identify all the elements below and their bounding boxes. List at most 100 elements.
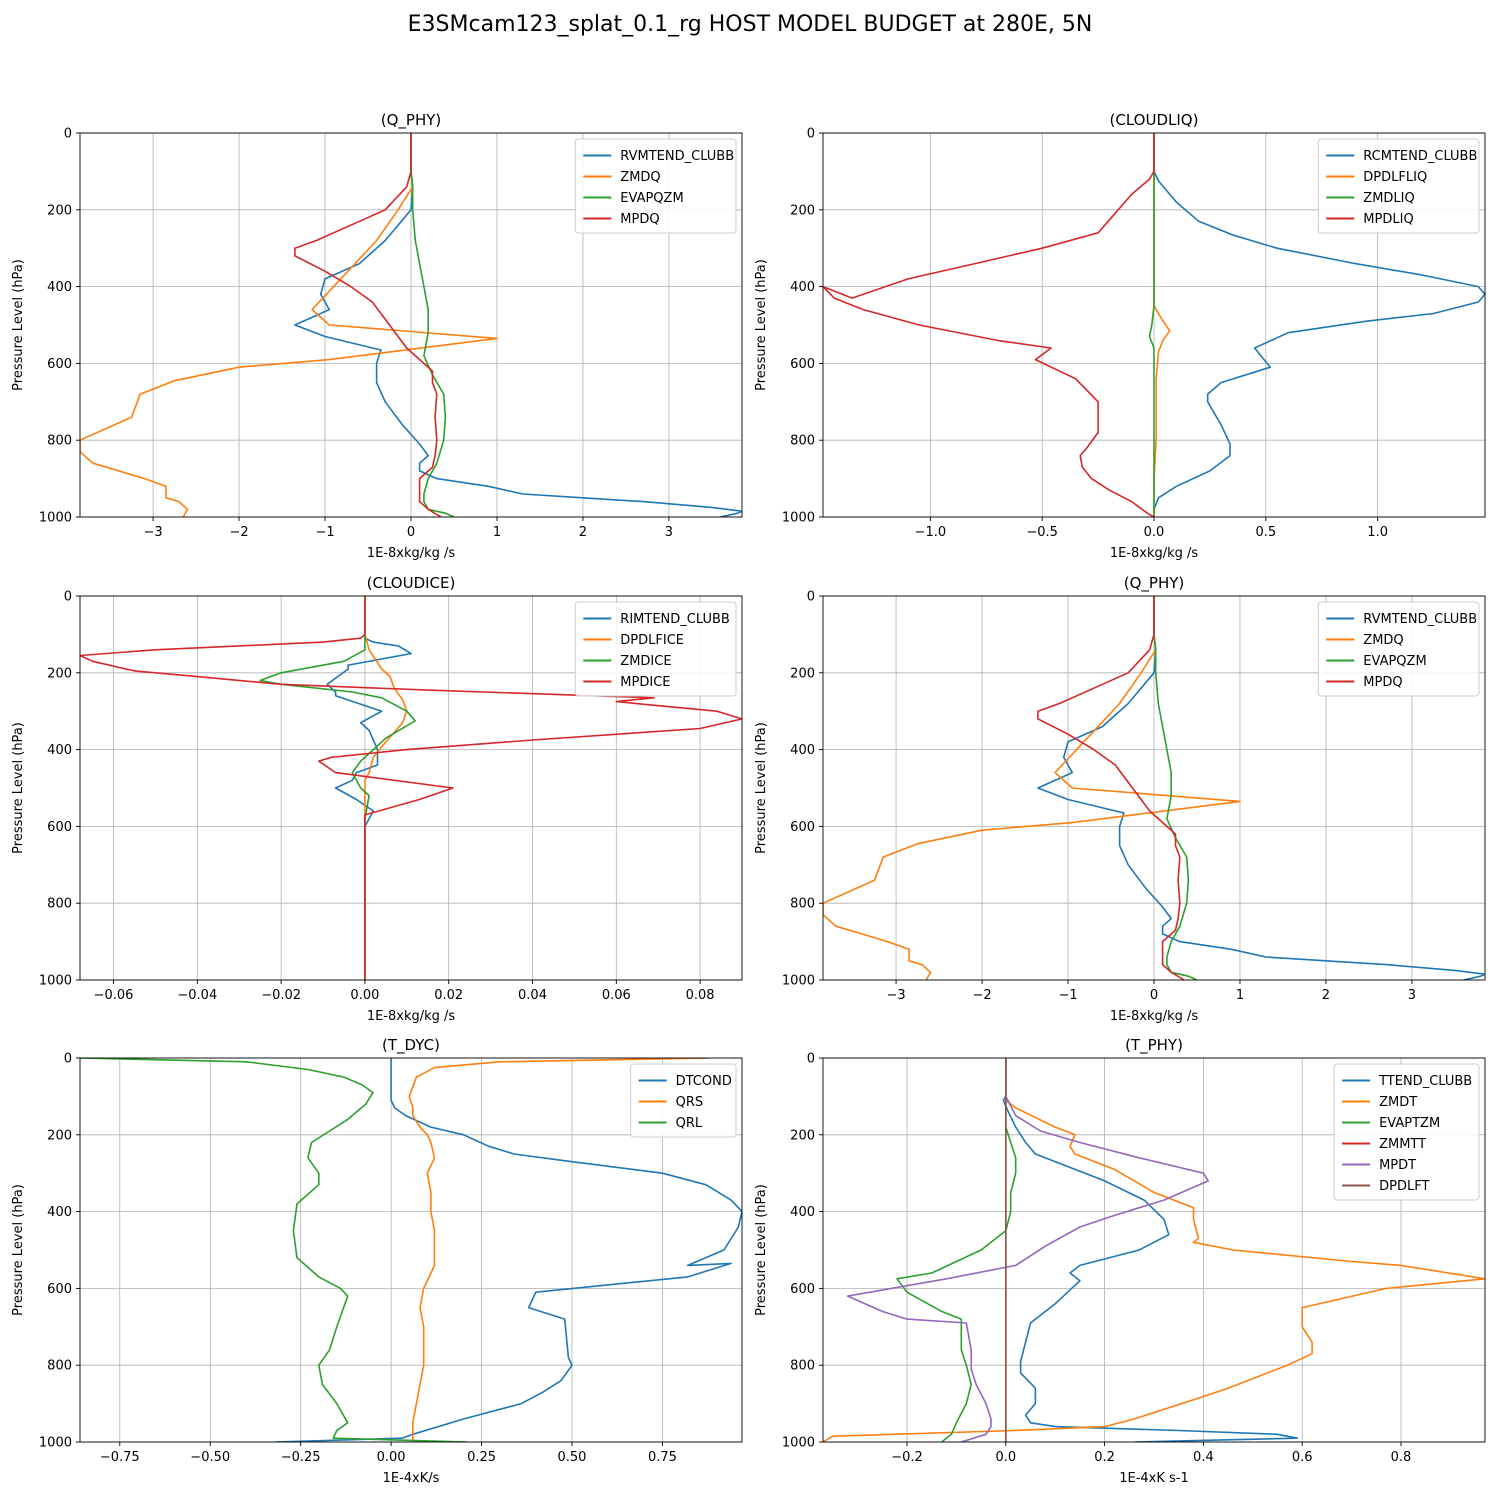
y-tick-label: 400	[790, 743, 815, 758]
legend-label: RVMTEND_CLUBB	[1363, 612, 1477, 627]
series-line-ttend-clubb	[1002, 1058, 1299, 1442]
chart-title: (CLOUDICE)	[367, 574, 456, 592]
legend-label: QRS	[676, 1095, 704, 1110]
y-tick-label: 1000	[39, 974, 72, 989]
legend-box	[1317, 601, 1480, 697]
series-line-qrl	[80, 1058, 468, 1442]
x-tick-label: 0.25	[467, 1450, 496, 1465]
series-line-mpdliq	[823, 133, 1155, 517]
series-group	[823, 596, 1485, 980]
x-tick-label: 0.06	[602, 988, 631, 1003]
x-axis-label: 1E-4xK/s	[383, 1471, 440, 1486]
figure-title-wrap: E3SMcam123_splat_0.1_rg HOST MODEL BUDGE…	[0, 12, 1500, 37]
x-tick-label: −3	[886, 988, 905, 1003]
series-line-dtcond	[275, 1058, 742, 1442]
legend-box	[1333, 1063, 1480, 1201]
y-tick-label: 800	[790, 1359, 815, 1374]
x-tick-label: 0.8	[1391, 1450, 1412, 1465]
legend-label: RCMTEND_CLUBB	[1363, 149, 1477, 164]
y-tick-label: 800	[790, 434, 815, 449]
chart-title: (Q_PHY)	[381, 111, 442, 130]
legend-label: MPDT	[1379, 1158, 1416, 1173]
legend: RVMTEND_CLUBB ZMDQ EVAPQZM MPDQ	[1317, 601, 1480, 697]
x-tick-label: 1.0	[1367, 525, 1388, 540]
x-tick-label: −0.25	[281, 1450, 321, 1465]
x-tick-label: 0.04	[518, 988, 547, 1003]
series-line-mpdq	[294, 133, 442, 517]
legend-label: ZMDT	[1379, 1095, 1417, 1110]
series-group	[80, 133, 742, 517]
series-line-zmdice	[259, 596, 417, 980]
y-tick-label: 200	[47, 666, 72, 681]
chart-panel-1: −3 −2 −1 0 1 2 3 0 200 400 600 800 1000 (Q_PHY) 1E-8xk…	[11, 111, 743, 561]
chart-panel-3: −0.06 −0.04 −0.02 0.00 0.02 0.04 0.06 0.08 0 200 4…	[11, 574, 743, 1024]
y-tick-label: 1000	[782, 511, 815, 526]
x-tick-label: 3	[665, 525, 673, 540]
series-group	[823, 133, 1485, 517]
legend-label: QRL	[676, 1116, 703, 1131]
x-tick-label: 0.6	[1292, 1450, 1313, 1465]
series-line-qrs	[408, 1058, 710, 1442]
chart-title: (CLOUDLIQ)	[1110, 111, 1199, 129]
y-tick-label: 0	[807, 590, 815, 605]
series-line-evaptzm	[896, 1058, 1017, 1442]
series-line-mpdt	[846, 1058, 1210, 1442]
x-tick-label: −0.04	[177, 988, 217, 1003]
y-axis-label: Pressure Level (hPa)	[754, 722, 769, 854]
y-tick-label: 600	[790, 1282, 815, 1297]
y-tick-label: 0	[807, 127, 815, 142]
x-tick-label: −0.02	[261, 988, 301, 1003]
x-tick-label: −2	[229, 525, 248, 540]
x-tick-label: −1.0	[915, 525, 947, 540]
x-tick-label: 2	[1322, 988, 1330, 1003]
y-tick-label: 400	[47, 280, 72, 295]
y-tick-label: 800	[47, 897, 72, 912]
legend-label: DTCOND	[676, 1074, 732, 1089]
x-tick-label: 3	[1408, 988, 1416, 1003]
legend-label: ZMMTT	[1379, 1137, 1426, 1152]
legend-label: MPDQ	[1363, 675, 1402, 690]
x-tick-label: −0.06	[94, 988, 134, 1003]
axes-frame	[79, 1057, 743, 1443]
y-tick-label: 0	[64, 590, 72, 605]
y-tick-label: 1000	[782, 974, 815, 989]
chart-panel-6: −0.2 0.0 0.2 0.4 0.6 0.8 0 200 400 600 800 1000 (T_P…	[754, 1036, 1486, 1486]
legend-label: DPDLFLIQ	[1363, 170, 1427, 185]
legend-label: EVAPTZM	[1379, 1116, 1440, 1131]
figure-title: E3SMcam123_splat_0.1_rg HOST MODEL BUDGE…	[407, 12, 1093, 37]
y-tick-label: 200	[790, 203, 815, 218]
legend-label: MPDICE	[620, 675, 670, 690]
legend-label: MPDQ	[620, 212, 659, 227]
legend: RIMTEND_CLUBB DPDLFICE ZMDICE MPDICE	[574, 601, 737, 697]
y-tick-label: 1000	[782, 1436, 815, 1451]
x-tick-label: 1	[493, 525, 501, 540]
series-line-evapqzm	[410, 133, 455, 517]
y-tick-label: 400	[790, 1205, 815, 1220]
legend: RVMTEND_CLUBB ZMDQ EVAPQZM MPDQ	[574, 138, 737, 234]
y-tick-label: 0	[807, 1052, 815, 1067]
y-tick-label: 1000	[39, 1436, 72, 1451]
y-axis-label: Pressure Level (hPa)	[11, 1184, 26, 1316]
x-tick-label: 0	[407, 525, 415, 540]
x-axis-label: 1E-8xkg/kg /s	[367, 546, 456, 561]
x-axis-label: 1E-8xkg/kg /s	[367, 1009, 456, 1024]
legend-label: ZMDQ	[1363, 633, 1403, 648]
x-tick-label: −1	[1058, 988, 1077, 1003]
legend-label: RVMTEND_CLUBB	[620, 149, 734, 164]
series-line-zmdq	[80, 133, 498, 517]
x-tick-label: 0.5	[1255, 525, 1276, 540]
y-tick-label: 0	[64, 1052, 72, 1067]
legend-label: DPDLFICE	[620, 633, 684, 648]
series-line-zmdliq	[1148, 133, 1155, 517]
axes-frame	[79, 595, 743, 981]
legend-label: EVAPQZM	[1363, 654, 1426, 669]
legend: TTEND_CLUBB ZMDT EVAPTZM ZMMTT MPDT DPDLFT	[1333, 1063, 1480, 1201]
series-line-mpdq	[1037, 596, 1185, 980]
x-tick-label: −0.2	[891, 1450, 923, 1465]
series-group	[823, 1058, 1485, 1442]
series-group	[80, 1058, 742, 1442]
x-tick-label: 0.2	[1094, 1450, 1115, 1465]
legend-label: EVAPQZM	[620, 191, 683, 206]
series-line-zmdq	[823, 596, 1241, 980]
